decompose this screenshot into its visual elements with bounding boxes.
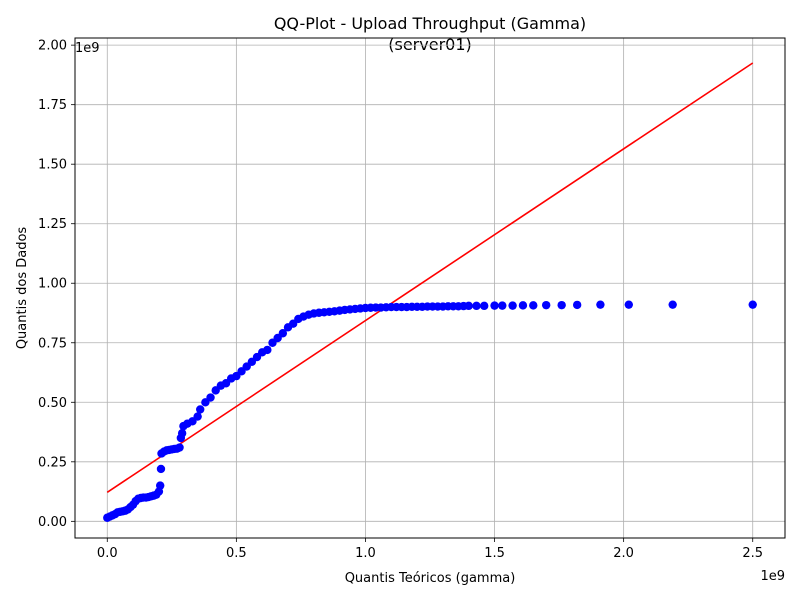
data-point — [529, 301, 538, 310]
data-point — [490, 301, 499, 310]
data-point — [508, 301, 517, 310]
y-tick-label: 1.50 — [38, 158, 67, 173]
x-tick-label: 2.5 — [742, 546, 763, 561]
data-point — [572, 300, 582, 310]
y-tick-label: 2.00 — [38, 39, 67, 54]
data-point — [480, 301, 489, 311]
y-tick-label: 0.50 — [38, 396, 67, 411]
data-point — [193, 412, 202, 421]
reference-line-group — [106, 62, 754, 493]
x-tick-label: 1.0 — [355, 546, 376, 561]
x-axis-label: Quantis Teóricos (gamma) — [345, 571, 516, 586]
data-point — [263, 345, 272, 355]
data-point — [472, 301, 481, 311]
data-point — [464, 301, 473, 311]
chart-title-line1: QQ-Plot - Upload Throughput (Gamma) — [274, 14, 586, 33]
data-point — [175, 443, 184, 452]
data-point — [278, 329, 288, 338]
x-tick-label: 0.5 — [226, 546, 247, 561]
x-tick-label: 0.0 — [97, 546, 118, 561]
y-tick-label: 0.00 — [38, 515, 67, 530]
data-points — [103, 300, 757, 522]
data-point — [206, 393, 215, 402]
data-point — [196, 405, 205, 414]
x-offset-label: 1e9 — [760, 569, 785, 584]
plot-frame — [74, 37, 786, 539]
data-point — [624, 300, 633, 309]
data-point — [668, 300, 677, 309]
chart-title-line2: (server01) — [388, 35, 472, 54]
x-tick-label: 1.5 — [484, 546, 505, 561]
data-point — [177, 429, 187, 438]
data-point — [557, 300, 566, 310]
y-tick-label: 1.75 — [38, 98, 67, 113]
x-axis-ticks: 0.0 0.5 1.0 1.5 2.0 2.5 — [97, 538, 763, 561]
data-point — [518, 301, 528, 310]
y-tick-label: 0.75 — [38, 336, 67, 351]
y-tick-label: 0.25 — [38, 455, 67, 470]
data-point — [541, 300, 551, 310]
data-point — [748, 300, 757, 309]
x-tick-label: 2.0 — [613, 546, 634, 561]
data-point — [596, 300, 605, 309]
y-axis-label: Quantis dos Dados — [15, 227, 30, 350]
y-tick-label: 1.00 — [38, 277, 67, 292]
y-tick-label: 1.25 — [38, 217, 67, 232]
y-axis-ticks: 0.00 0.25 0.50 0.75 1.00 1.25 1.50 1.75 2.00 — [38, 39, 75, 530]
reference-line — [106, 62, 754, 493]
data-point — [156, 464, 166, 474]
data-point — [498, 301, 507, 310]
y-offset-label: 1e9 — [75, 41, 100, 56]
data-point — [156, 481, 165, 490]
grid-lines — [75, 38, 785, 538]
